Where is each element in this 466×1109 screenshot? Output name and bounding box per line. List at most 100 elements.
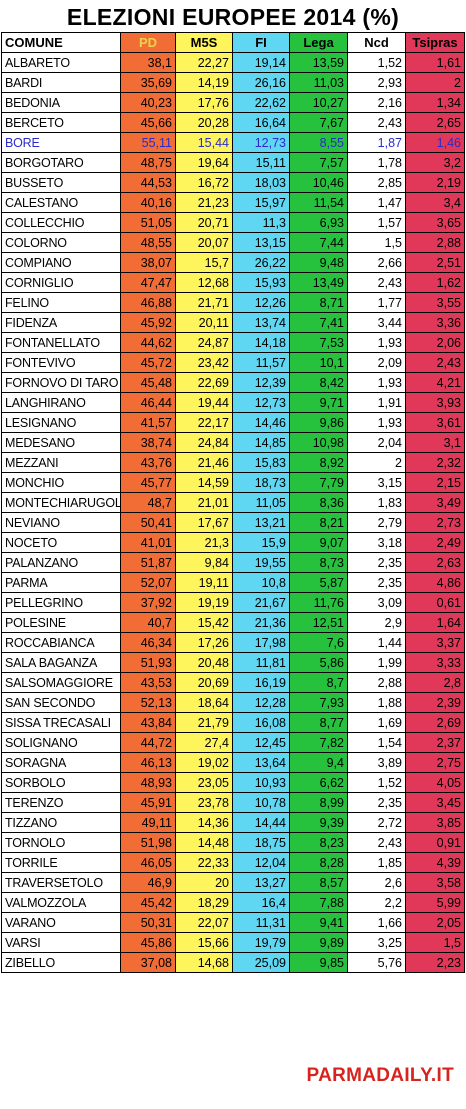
pd-cell: 51,93 [120,652,176,673]
table-row: CALESTANO 40,16 21,23 15,97 11,54 1,47 3,4 [1,192,465,213]
m5s-cell: 23,78 [175,792,233,813]
lega-cell: 7,67 [289,112,348,133]
pd-cell: 38,74 [120,432,176,453]
fi-cell: 15,9 [232,532,290,553]
m5s-cell: 21,46 [175,452,233,473]
tsipras-cell: 2,15 [405,472,465,493]
fi-cell: 16,19 [232,672,290,693]
m5s-cell: 21,79 [175,712,233,733]
comune-cell: BORE [1,132,121,153]
ncd-cell: 3,44 [347,312,406,333]
m5s-cell: 14,36 [175,812,233,833]
table-row: SORBOLO 48,93 23,05 10,93 6,62 1,52 4,05 [1,772,465,793]
ncd-cell: 1,99 [347,652,406,673]
lega-cell: 7,53 [289,332,348,353]
fi-cell: 15,83 [232,452,290,473]
ncd-cell: 2,72 [347,812,406,833]
ncd-cell: 3,18 [347,532,406,553]
comune-cell: TERENZO [1,792,121,813]
fi-cell: 11,57 [232,352,290,373]
m5s-cell: 18,64 [175,692,233,713]
pd-cell: 44,53 [120,172,176,193]
ncd-cell: 5,76 [347,952,406,973]
pd-cell: 40,16 [120,192,176,213]
m5s-cell: 23,05 [175,772,233,793]
header-comune: COMUNE [1,32,121,53]
lega-cell: 7,41 [289,312,348,333]
m5s-cell: 14,59 [175,472,233,493]
table-row: ALBARETO 38,1 22,27 19,14 13,59 1,52 1,61 [1,52,465,73]
comune-cell: SISSA TRECASALI [1,712,121,733]
comune-cell: COLLECCHIO [1,212,121,233]
lega-cell: 8,71 [289,292,348,313]
pd-cell: 43,84 [120,712,176,733]
m5s-cell: 17,67 [175,512,233,533]
header-lega: Lega [289,32,348,53]
lega-cell: 8,55 [289,132,348,153]
ncd-cell: 1,69 [347,712,406,733]
lega-cell: 8,73 [289,552,348,573]
m5s-cell: 15,66 [175,932,233,953]
m5s-cell: 19,44 [175,392,233,413]
ncd-cell: 1,87 [347,132,406,153]
lega-cell: 9,4 [289,752,348,773]
comune-cell: COLORNO [1,232,121,253]
pd-cell: 41,57 [120,412,176,433]
tsipras-cell: 3,85 [405,812,465,833]
lega-cell: 9,48 [289,252,348,273]
m5s-cell: 19,64 [175,152,233,173]
lega-cell: 8,21 [289,512,348,533]
table-row: BORGOTARO 48,75 19,64 15,11 7,57 1,78 3,2 [1,152,465,173]
ncd-cell: 1,93 [347,332,406,353]
ncd-cell: 1,5 [347,232,406,253]
fi-cell: 12,28 [232,692,290,713]
m5s-cell: 20,69 [175,672,233,693]
tsipras-cell: 3,1 [405,432,465,453]
m5s-cell: 20,28 [175,112,233,133]
tsipras-cell: 2,8 [405,672,465,693]
pd-cell: 51,87 [120,552,176,573]
fi-cell: 25,09 [232,952,290,973]
lega-cell: 9,71 [289,392,348,413]
tsipras-cell: 2 [405,72,465,93]
lega-cell: 9,85 [289,952,348,973]
fi-cell: 12,45 [232,732,290,753]
lega-cell: 8,7 [289,672,348,693]
table-row: LESIGNANO 41,57 22,17 14,46 9,86 1,93 3,61 [1,412,465,433]
lega-cell: 8,77 [289,712,348,733]
ncd-cell: 1,78 [347,152,406,173]
lega-cell: 13,49 [289,272,348,293]
tsipras-cell: 2,39 [405,692,465,713]
table-row: FONTEVIVO 45,72 23,42 11,57 10,1 2,09 2,43 [1,352,465,373]
comune-cell: FONTEVIVO [1,352,121,373]
tsipras-cell: 2,37 [405,732,465,753]
table-row: FIDENZA 45,92 20,11 13,74 7,41 3,44 3,36 [1,312,465,333]
pd-cell: 49,11 [120,812,176,833]
ncd-cell: 1,85 [347,852,406,873]
lega-cell: 13,59 [289,52,348,73]
comune-cell: NOCETO [1,532,121,553]
lega-cell: 7,79 [289,472,348,493]
fi-cell: 10,8 [232,572,290,593]
comune-cell: CALESTANO [1,192,121,213]
fi-cell: 12,73 [232,392,290,413]
lega-cell: 10,1 [289,352,348,373]
fi-cell: 14,44 [232,812,290,833]
ncd-cell: 1,52 [347,772,406,793]
fi-cell: 16,08 [232,712,290,733]
lega-cell: 11,03 [289,72,348,93]
fi-cell: 18,75 [232,832,290,853]
table-row: TIZZANO 49,11 14,36 14,44 9,39 2,72 3,85 [1,812,465,833]
comune-cell: MEDESANO [1,432,121,453]
fi-cell: 11,3 [232,212,290,233]
ncd-cell: 1,57 [347,212,406,233]
tsipras-cell: 4,21 [405,372,465,393]
fi-cell: 16,4 [232,892,290,913]
comune-cell: MONTECHIARUGOLO [1,492,121,513]
m5s-cell: 14,68 [175,952,233,973]
lega-cell: 11,54 [289,192,348,213]
lega-cell: 7,93 [289,692,348,713]
pd-cell: 46,13 [120,752,176,773]
m5s-cell: 21,3 [175,532,233,553]
pd-cell: 51,05 [120,212,176,233]
